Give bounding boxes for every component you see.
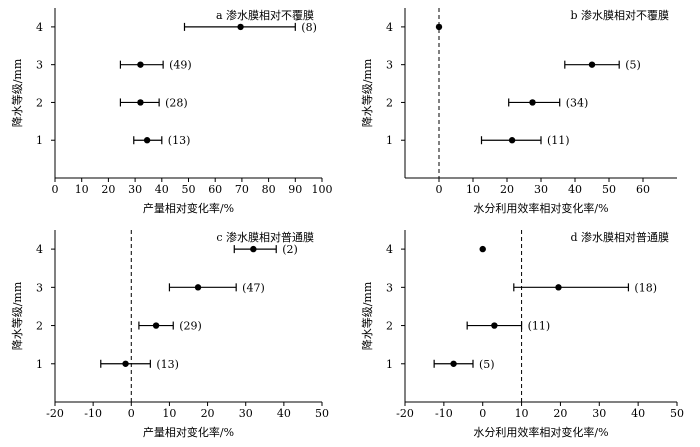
x-tick-label: 50 (670, 407, 684, 420)
y-tick-label: 3 (386, 281, 393, 294)
x-tick-label: -10 (84, 407, 102, 420)
data-point (491, 322, 498, 329)
sample-count-label: (5) (479, 358, 495, 371)
data-point (137, 61, 144, 68)
y-tick-label: 2 (386, 320, 393, 333)
x-tick-label: 70 (235, 183, 249, 196)
sample-count-label: (13) (156, 358, 179, 371)
data-point (194, 284, 202, 291)
x-axis-label: 水分利用效率相对变化率/% (473, 425, 608, 439)
x-axis-label: 产量相对变化率/% (143, 425, 234, 439)
data-point (450, 360, 457, 367)
panel-title: c 渗水膜相对普通膜 (216, 230, 314, 244)
data-point (588, 61, 596, 68)
x-tick-label: 30 (239, 407, 253, 420)
x-tick-label: -10 (435, 407, 453, 420)
sample-count-label: (28) (165, 96, 188, 109)
data-point (529, 99, 536, 106)
x-tick-label: 40 (277, 407, 291, 420)
x-tick-label: 40 (155, 183, 169, 196)
y-tick-label: 1 (36, 134, 43, 147)
x-tick-label: 40 (568, 183, 582, 196)
sample-count-label: (11) (547, 134, 570, 147)
y-tick-label: 4 (386, 243, 393, 256)
panel-title: d 渗水膜相对普通膜 (570, 230, 669, 244)
sample-count-label: (11) (528, 320, 551, 333)
x-tick-label: 10 (162, 407, 176, 420)
y-tick-label: 2 (36, 96, 43, 109)
y-tick-label: 2 (386, 96, 393, 109)
y-axis-label: 降水等级/mm (10, 281, 24, 350)
data-point (435, 23, 443, 31)
x-tick-label: 50 (602, 183, 616, 196)
x-tick-label: 20 (553, 407, 567, 420)
x-tick-label: 10 (466, 183, 480, 196)
x-tick-label: 20 (201, 407, 215, 420)
x-tick-label: 30 (534, 183, 548, 196)
panel-c: -20 -10 0 10 20 30 40 50 1 2 3 4 (2) (47) (29) (13) c 渗水… (10, 230, 329, 439)
y-tick-label: 3 (386, 59, 393, 72)
sample-count-label: (18) (634, 281, 657, 294)
panel-title: b 渗水膜相对不覆膜 (570, 8, 669, 22)
y-tick-label: 4 (36, 243, 43, 256)
sample-count-label: (47) (242, 281, 265, 294)
x-axis-label: 水分利用效率相对变化率/% (473, 201, 608, 215)
data-point (143, 137, 151, 144)
x-axis-label: 产量相对变化率/% (143, 201, 234, 215)
sample-count-label: (29) (179, 320, 202, 333)
y-tick-label: 3 (36, 59, 43, 72)
x-tick-label: 0 (479, 407, 486, 420)
y-tick-label: 3 (36, 281, 43, 294)
x-tick-label: 10 (75, 183, 89, 196)
y-tick-label: 1 (386, 358, 393, 371)
data-point (122, 360, 129, 367)
sample-count-label: (34) (566, 96, 589, 109)
y-tick-label: 1 (386, 134, 393, 147)
sample-count-label: (5) (625, 59, 641, 72)
y-tick-label: 4 (386, 21, 393, 34)
sample-count-label: (13) (168, 134, 191, 147)
data-point (250, 245, 257, 253)
x-tick-label: 30 (128, 183, 142, 196)
y-axis-label: 降水等级/mm (10, 58, 24, 127)
panel-b: 0 10 20 30 40 50 60 1 2 3 4 (5) (34) (11) b 渗水膜相对不覆膜水分… (360, 8, 677, 215)
panel-a: 0 10 20 30 40 50 60 70 80 90 100 1 2 3 4 (8) (49) (28) (13… (10, 8, 333, 215)
data-point (479, 245, 486, 253)
x-tick-label: -20 (396, 407, 414, 420)
y-tick-label: 1 (36, 358, 43, 371)
x-tick-label: 20 (101, 183, 115, 196)
x-tick-label: 80 (262, 183, 276, 196)
sample-count-label: (8) (301, 21, 317, 34)
x-tick-label: 0 (52, 183, 59, 196)
x-tick-label: 40 (631, 407, 645, 420)
data-point (508, 137, 516, 144)
x-tick-label: -20 (46, 407, 64, 420)
x-tick-label: 60 (208, 183, 222, 196)
x-tick-label: 50 (182, 183, 196, 196)
x-tick-label: 10 (515, 407, 529, 420)
x-tick-label: 30 (592, 407, 606, 420)
x-tick-label: 0 (128, 407, 135, 420)
y-axis-label: 降水等级/mm (360, 281, 374, 350)
x-tick-label: 100 (312, 183, 333, 196)
data-point (555, 284, 562, 291)
sample-count-label: (2) (282, 243, 298, 256)
y-tick-label: 4 (36, 21, 43, 34)
data-point (137, 99, 144, 106)
x-tick-label: 0 (436, 183, 443, 196)
x-tick-label: 50 (315, 407, 329, 420)
x-tick-label: 60 (636, 183, 650, 196)
x-tick-label: 20 (500, 183, 514, 196)
data-point (152, 322, 160, 329)
data-point (237, 23, 244, 31)
y-axis-label: 降水等级/mm (360, 58, 374, 127)
x-tick-label: 90 (288, 183, 302, 196)
panel-title: a 渗水膜相对不覆膜 (216, 8, 314, 22)
panel-d: -20 -10 0 10 20 30 40 50 1 2 3 4 (18) (11) (5) d 渗水膜相对普… (360, 230, 684, 439)
y-tick-label: 2 (36, 320, 43, 333)
sample-count-label: (49) (169, 59, 192, 72)
